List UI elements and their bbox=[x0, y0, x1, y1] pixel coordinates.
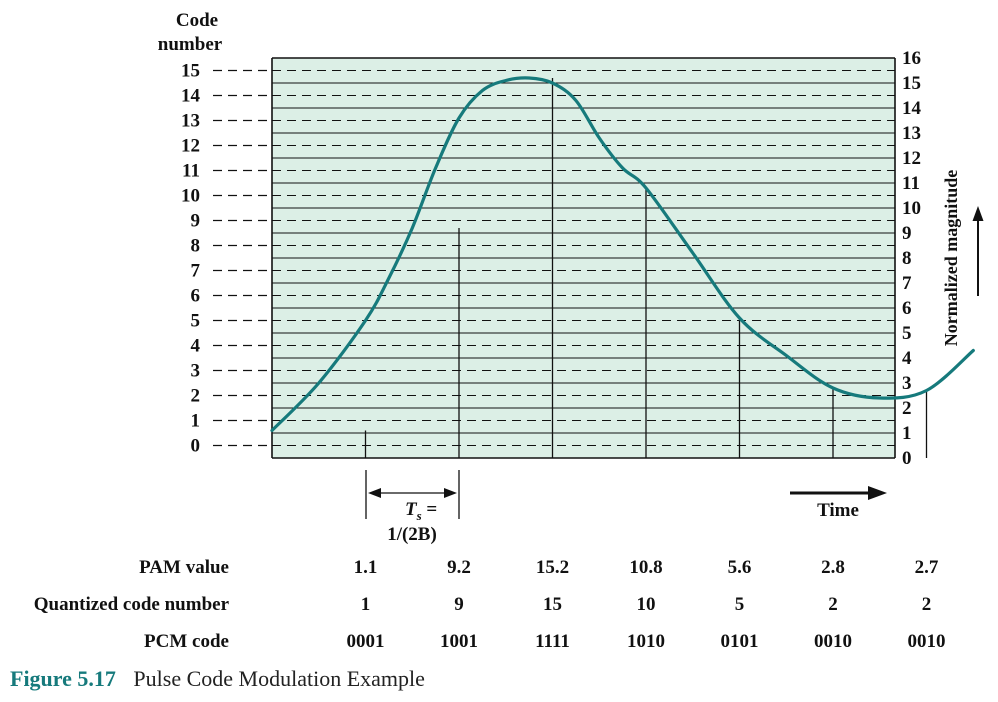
right-tick-label: 15 bbox=[902, 73, 921, 94]
right-axis-arrow bbox=[972, 206, 984, 296]
right-axis-title: Normalized magnitude bbox=[941, 170, 961, 346]
interval-label: Ts = bbox=[405, 499, 437, 523]
right-tick-label: 3 bbox=[902, 373, 912, 394]
table-cell: 1001 bbox=[440, 631, 478, 652]
table-cell: 2.8 bbox=[821, 557, 845, 578]
table-cell: 0001 bbox=[347, 631, 385, 652]
left-tick-label: 0 bbox=[191, 436, 201, 457]
table-cell: 1111 bbox=[535, 631, 570, 652]
left-tick-label: 3 bbox=[191, 361, 201, 382]
table-cell: 1010 bbox=[627, 631, 665, 652]
time-arrow bbox=[790, 486, 887, 500]
left-tick-label: 2 bbox=[191, 386, 201, 407]
right-tick-label: 9 bbox=[902, 223, 912, 244]
right-tick-label: 8 bbox=[902, 248, 912, 269]
grid-lines bbox=[271, 57, 896, 459]
left-axis-title-line1: Code bbox=[176, 10, 218, 31]
table-cell: 1 bbox=[361, 594, 371, 615]
signal-curve bbox=[270, 76, 975, 433]
time-label: Time bbox=[817, 500, 859, 521]
value-table: PAM value 1.1 9.2 15.2 10.8 5.6 2.8 2.7 Quantize… bbox=[34, 557, 946, 652]
left-tick-label: 5 bbox=[191, 311, 201, 332]
table-cell: 10.8 bbox=[629, 557, 662, 578]
left-tick-label: 8 bbox=[191, 236, 201, 257]
right-tick-label: 2 bbox=[902, 398, 912, 419]
signal-curve-path bbox=[270, 76, 975, 433]
figure-caption: Figure 5.17 Pulse Code Modulation Exampl… bbox=[10, 666, 425, 691]
right-tick-label: 14 bbox=[902, 98, 922, 119]
right-tick-label: 13 bbox=[902, 123, 921, 144]
right-tick-label: 7 bbox=[902, 273, 912, 294]
table-cell: 0010 bbox=[814, 631, 852, 652]
left-tick-label: 4 bbox=[191, 336, 201, 357]
table-cell: 5 bbox=[735, 594, 745, 615]
table-cell: 2 bbox=[828, 594, 838, 615]
table-cell: 5.6 bbox=[728, 557, 752, 578]
table-cell: 10 bbox=[637, 594, 656, 615]
table-cell: 0010 bbox=[908, 631, 946, 652]
interval-label-sub: s bbox=[416, 508, 422, 523]
table-cell: 1.1 bbox=[354, 557, 378, 578]
right-tick-label: 11 bbox=[902, 173, 920, 194]
left-axis-title-line2: number bbox=[158, 34, 223, 55]
figure-title: Pulse Code Modulation Example bbox=[133, 666, 424, 691]
table-cell: 15 bbox=[543, 594, 562, 615]
right-tick-label: 6 bbox=[902, 298, 912, 319]
table-cell: 9.2 bbox=[447, 557, 471, 578]
table-row-label: Quantized code number bbox=[34, 594, 230, 615]
table-cell: 0101 bbox=[721, 631, 759, 652]
right-tick-label: 5 bbox=[902, 323, 912, 344]
figure-number: Figure 5.17 bbox=[10, 666, 116, 691]
left-tick-label: 7 bbox=[191, 261, 201, 282]
left-tick-label: 13 bbox=[181, 111, 200, 132]
left-tick-label: 11 bbox=[182, 161, 200, 182]
left-tick-label: 9 bbox=[191, 211, 201, 232]
right-tick-label: 10 bbox=[902, 198, 921, 219]
interval-label-line2: 1/(2B) bbox=[387, 524, 437, 545]
table-row-label: PCM code bbox=[144, 631, 229, 652]
right-tick-label: 4 bbox=[902, 348, 912, 369]
left-tick-label: 10 bbox=[181, 186, 200, 207]
table-cell: 9 bbox=[454, 594, 464, 615]
left-tick-label: 6 bbox=[191, 286, 201, 307]
table-cell: 2 bbox=[922, 594, 932, 615]
interval-marker: Ts = 1/(2B) bbox=[365, 470, 460, 545]
right-tick-label: 1 bbox=[902, 423, 912, 444]
left-tick-label: 1 bbox=[191, 411, 201, 432]
left-tick-label: 15 bbox=[181, 61, 200, 82]
interval-label-eq: = bbox=[422, 499, 438, 520]
interval-label-t: T bbox=[405, 499, 418, 520]
right-tick-label: 0 bbox=[902, 448, 912, 469]
left-tick-label: 14 bbox=[181, 86, 201, 107]
sample-lines bbox=[364, 78, 928, 458]
table-cell: 15.2 bbox=[536, 557, 569, 578]
left-tick-label: 12 bbox=[181, 136, 200, 157]
table-cell: 2.7 bbox=[915, 557, 939, 578]
table-row-label: PAM value bbox=[139, 557, 229, 578]
right-tick-label: 16 bbox=[902, 48, 921, 69]
right-tick-label: 12 bbox=[902, 148, 921, 169]
